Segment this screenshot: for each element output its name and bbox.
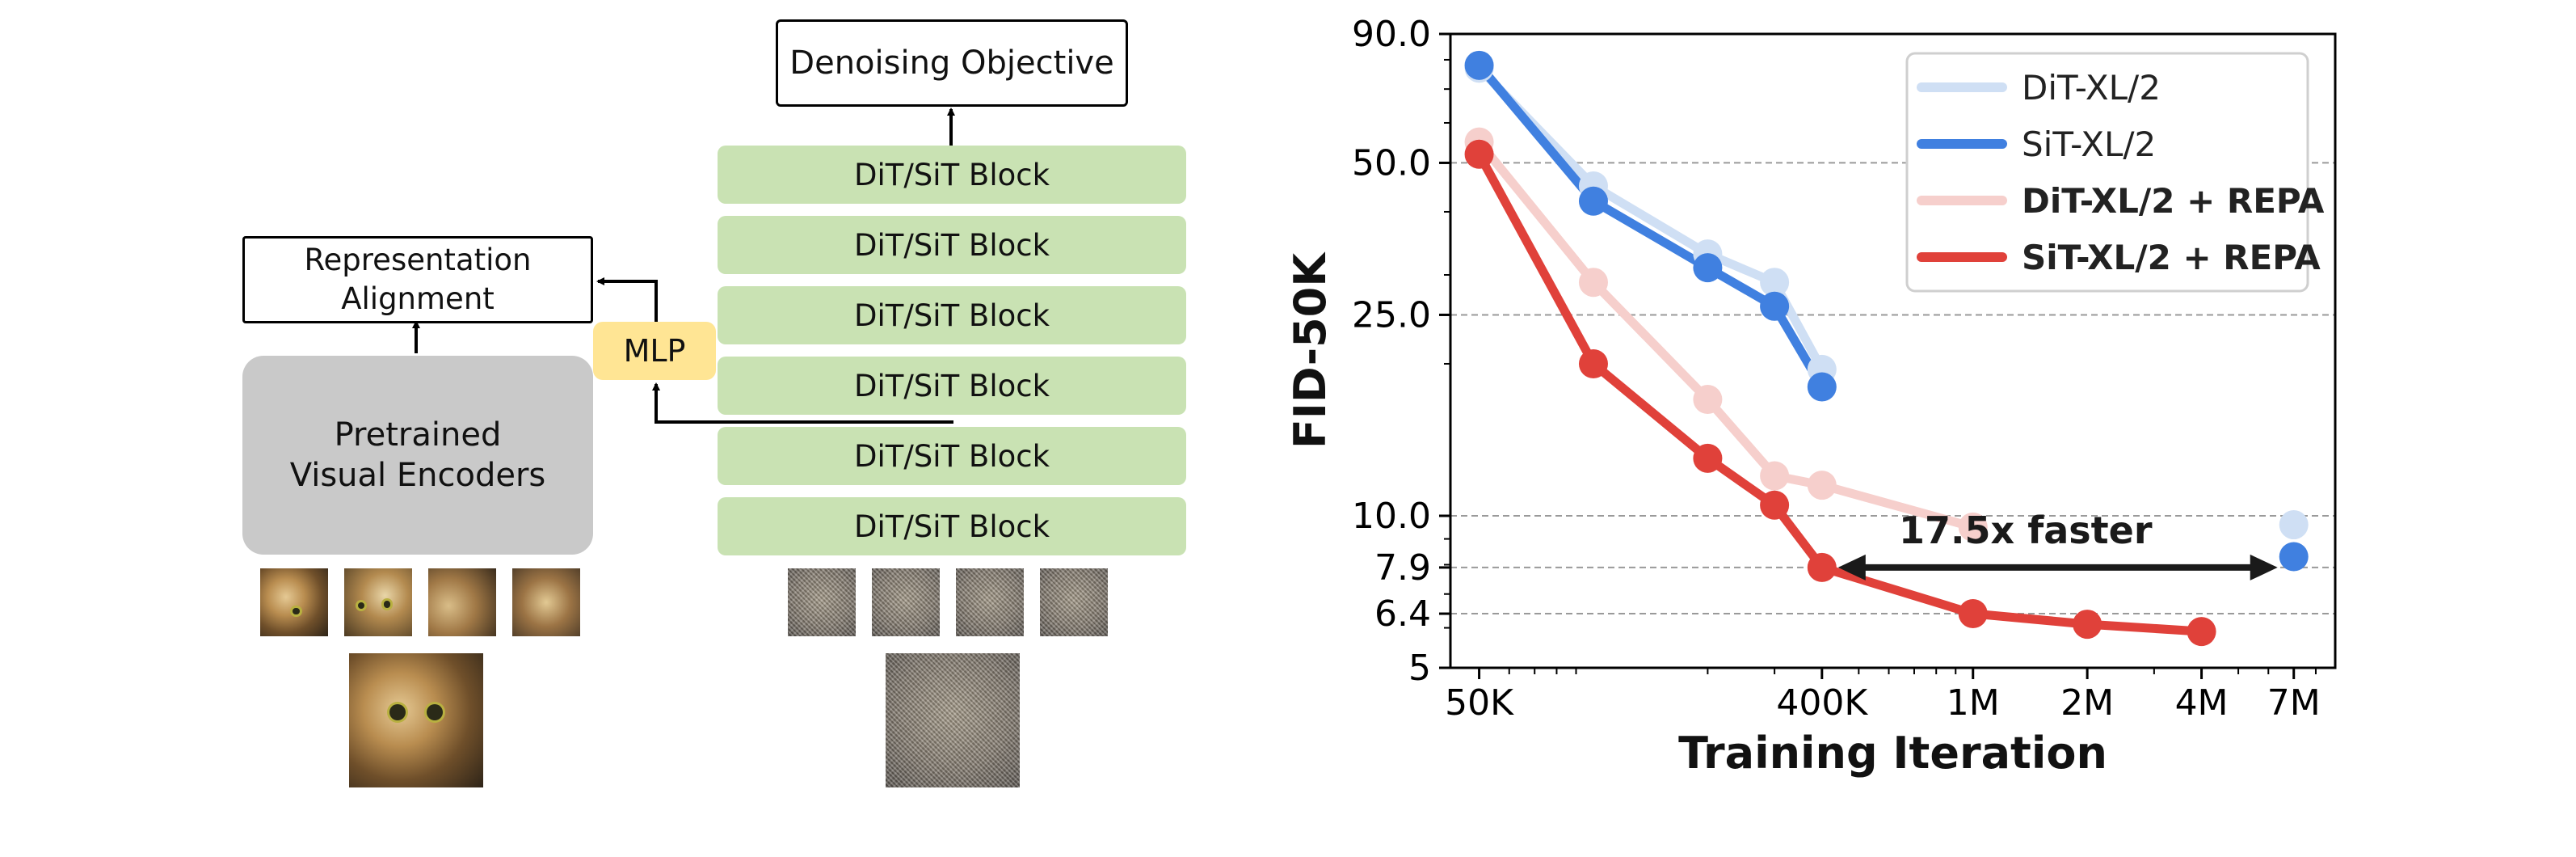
y-axis-title: FID-50K (1285, 251, 1336, 449)
y-tick-label: 25.0 (1352, 294, 1431, 336)
x-tick-label: 7M (2267, 682, 2321, 724)
transformer-block: DiT/SiT Block (718, 357, 1186, 415)
noisy-crop-image (1040, 568, 1108, 636)
transformer-block: DiT/SiT Block (718, 286, 1186, 344)
data-point (1693, 385, 1723, 415)
data-point (1807, 372, 1837, 402)
data-point (1807, 552, 1837, 582)
y-tick-label: 5 (1408, 648, 1431, 689)
cat-crop-image (512, 568, 580, 636)
pretrained-encoder-box: Pretrained Visual Encoders (242, 356, 593, 555)
legend-label: DiT-XL/2 + REPA (2022, 181, 2325, 221)
noisy-full-image (886, 653, 1020, 787)
y-tick-label: 6.4 (1374, 593, 1431, 635)
x-tick-label: 4M (2175, 682, 2229, 724)
legend-label: SiT-XL/2 + REPA (2022, 238, 2321, 277)
data-point (1578, 268, 1608, 298)
noisy-crop-image (956, 568, 1024, 636)
plot-frame (1449, 32, 2337, 669)
data-point (1760, 461, 1790, 491)
x-tick-label: 1M (1947, 682, 2000, 724)
data-point (1760, 490, 1790, 520)
mlp-box: MLP (593, 322, 716, 380)
x-tick-label: 2M (2060, 682, 2114, 724)
data-point (2187, 617, 2216, 647)
noisy-crop-image (788, 568, 856, 636)
transformer-block: DiT/SiT Block (718, 427, 1186, 485)
data-point (2279, 510, 2309, 540)
cat-crop-image (344, 568, 412, 636)
representation-alignment-box: Representation Alignment (242, 236, 593, 323)
data-point (1807, 471, 1837, 500)
x-axis-title: Training Iteration (1678, 728, 2107, 779)
y-tick-label: 10.0 (1352, 496, 1431, 537)
series-line (1475, 150, 2207, 636)
block-to-mlp-arrow (652, 382, 953, 424)
data-point (1760, 268, 1790, 298)
data-point (1464, 139, 1494, 169)
cat-crop-image (428, 568, 496, 636)
data-point (1958, 512, 1988, 542)
legend-label: SiT-XL/2 (2022, 125, 2156, 164)
speedup-arrow-head-left (1837, 554, 1866, 580)
series-line (1475, 137, 1978, 532)
cat-full-image (349, 653, 483, 787)
y-tick-label: 50.0 (1352, 142, 1431, 184)
data-point (1760, 291, 1790, 321)
speedup-arrow-head-right (2250, 554, 2278, 580)
y-tick-label: 90.0 (1352, 14, 1431, 55)
transformer-block: DiT/SiT Block (718, 497, 1186, 555)
transformer-block: DiT/SiT Block (718, 216, 1186, 274)
x-tick-label: 400K (1776, 682, 1868, 724)
data-point (1578, 348, 1608, 378)
denoising-objective-box: Denoising Objective (776, 19, 1128, 107)
data-point (1693, 443, 1723, 473)
mlp-to-alignment-arrow (596, 277, 658, 322)
speedup-annotation: 17.5x faster (1899, 509, 2153, 552)
data-point (2073, 610, 2102, 640)
legend-label: DiT-XL/2 (2022, 68, 2161, 108)
data-point (1693, 253, 1723, 283)
data-point (1578, 186, 1608, 216)
y-tick-label: 7.9 (1374, 547, 1431, 589)
noisy-crop-image (872, 568, 940, 636)
data-point (1958, 599, 1988, 629)
cat-crop-image (260, 568, 328, 636)
data-point (2279, 542, 2309, 572)
transformer-block: DiT/SiT Block (718, 146, 1186, 204)
data-point (1464, 50, 1494, 80)
series-line (1475, 63, 1827, 374)
legend-box (1905, 52, 2309, 293)
x-tick-label: 50K (1445, 682, 1514, 724)
